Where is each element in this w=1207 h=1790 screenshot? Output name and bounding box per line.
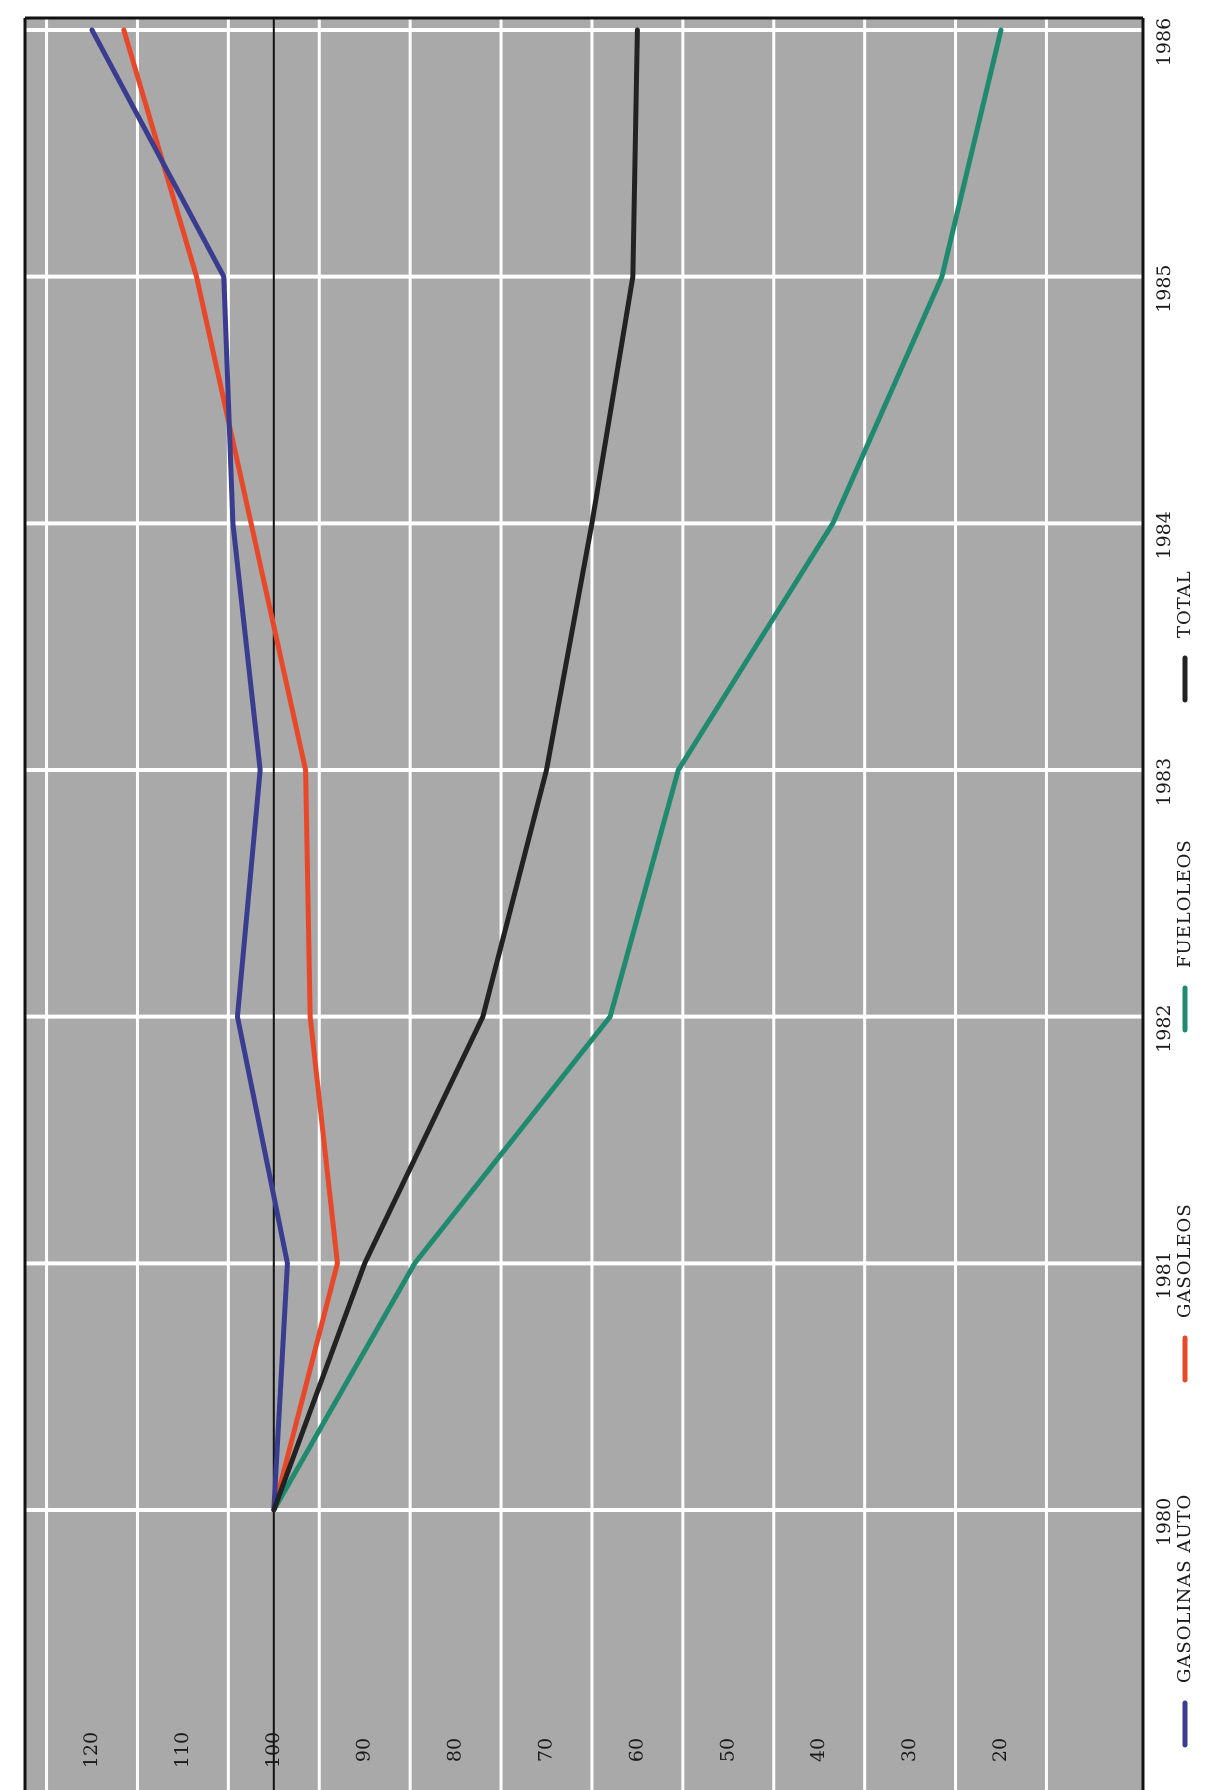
year-tick-label: 1986	[1153, 18, 1175, 66]
series-line-gasolinas-auto	[89, 27, 290, 1513]
value-tick-label: 70	[535, 1738, 557, 1762]
y-tick-labels: 120 110 100 90 80 70 60 50 40 30 20	[80, 1732, 1011, 1768]
year-tick-label: 1985	[1153, 264, 1175, 312]
value-tick-label: 40	[807, 1738, 829, 1762]
series-line-fueloleos	[271, 27, 1004, 1513]
year-tick-label: 1981	[1153, 1251, 1175, 1299]
year-tick-label: 1982	[1153, 1004, 1175, 1052]
value-tick-label: 110	[171, 1732, 193, 1768]
grid-lines	[25, 18, 1143, 1790]
plot-background	[25, 18, 1143, 1790]
legend-label: FUELOLEOS	[1174, 839, 1195, 968]
value-tick-label: 80	[444, 1738, 466, 1762]
series-line-total	[271, 27, 640, 1513]
legend-label: GASOLEOS	[1174, 1203, 1195, 1318]
value-tick-label: 50	[716, 1738, 738, 1762]
legend-label: TOTAL	[1174, 570, 1195, 638]
value-tick-label: 20	[989, 1738, 1011, 1762]
series-line-gasoleos	[121, 27, 340, 1513]
value-tick-label: 120	[80, 1732, 102, 1768]
legend: GASOLINAS AUTO GASOLEOS FUELOLEOS TOTAL	[1174, 570, 1195, 1748]
value-tick-label: 90	[353, 1738, 375, 1762]
data-series	[89, 27, 1004, 1513]
value-tick-label: 100	[262, 1732, 284, 1768]
year-tick-label: 1983	[1153, 758, 1175, 806]
year-tick-label: 1984	[1153, 511, 1175, 559]
value-tick-label: 60	[625, 1738, 647, 1762]
value-tick-label: 30	[898, 1738, 920, 1762]
year-tick-label: 1980	[1153, 1498, 1175, 1546]
x-tick-labels: 1980 1981 1982 1983 1984 1985 1986	[1153, 18, 1175, 1546]
legend-label: GASOLINAS AUTO	[1174, 1494, 1195, 1683]
